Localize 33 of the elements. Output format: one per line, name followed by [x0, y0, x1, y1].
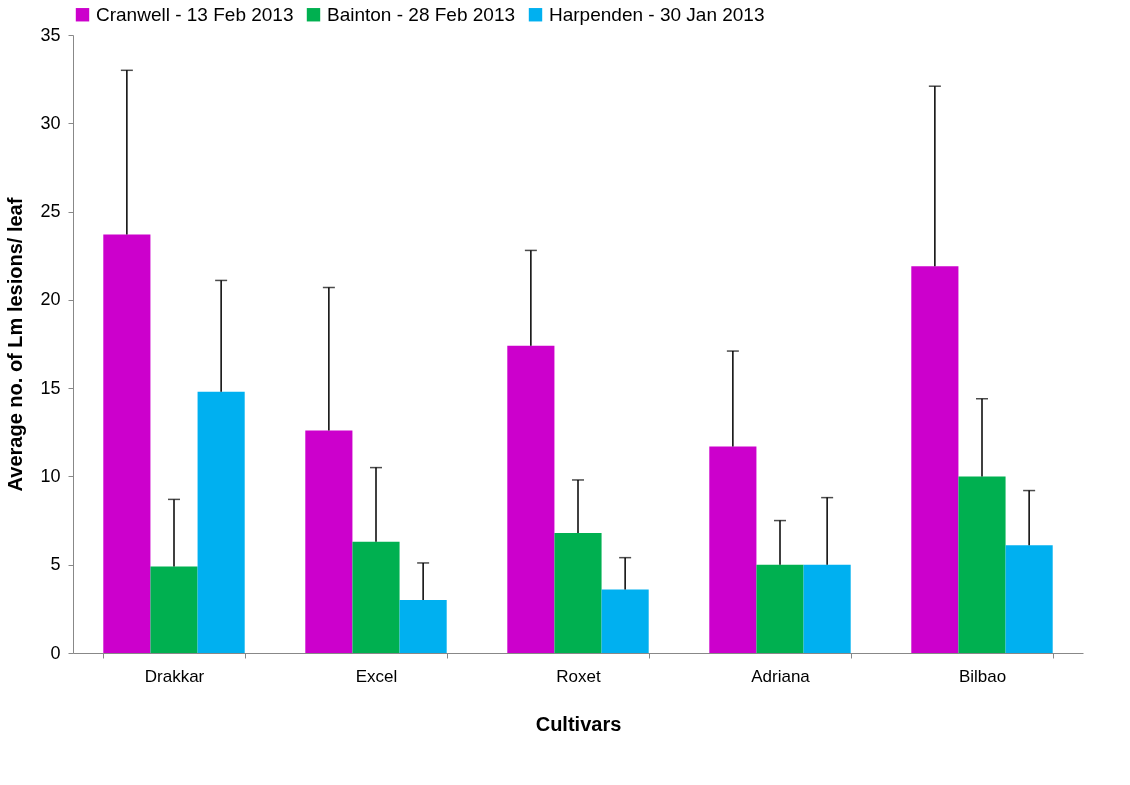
y-tick-label: 5 [50, 554, 61, 575]
legend-label: Cranwell - 13 Feb 2013 [96, 3, 294, 25]
y-tick-label: 30 [40, 112, 61, 133]
bar [958, 476, 1006, 653]
x-tick-label: Adriana [751, 666, 811, 686]
bar [305, 430, 353, 653]
legend-label: Bainton - 28 Feb 2013 [327, 3, 516, 25]
y-tick-label: 25 [40, 201, 61, 222]
y-tick-label: 10 [40, 465, 61, 486]
x-tick-label: Roxet [556, 666, 601, 686]
y-tick-label: 35 [40, 24, 61, 45]
y-tick-label: 15 [40, 377, 61, 398]
bar [911, 266, 959, 653]
bar [352, 541, 400, 653]
y-axis-title: Average no. of Lm lesions/ leaf [4, 197, 27, 492]
bar [601, 589, 649, 653]
x-tick-label: Drakkar [144, 666, 205, 686]
x-tick-label: Excel [355, 666, 398, 686]
x-axis-title: Cultivars [535, 712, 622, 735]
bar [507, 345, 555, 653]
bar [709, 446, 757, 653]
bar [150, 566, 198, 653]
bar [103, 234, 151, 653]
bar [197, 391, 245, 653]
y-tick-label: 0 [50, 642, 61, 663]
bar [399, 600, 447, 653]
bar [756, 564, 804, 653]
bar [803, 564, 851, 653]
bar [1005, 545, 1053, 653]
y-tick-label: 20 [40, 289, 61, 310]
x-tick-label: Bilbao [958, 666, 1007, 686]
bar [554, 532, 602, 653]
legend-label: Harpenden - 30 Jan 2013 [549, 3, 765, 25]
